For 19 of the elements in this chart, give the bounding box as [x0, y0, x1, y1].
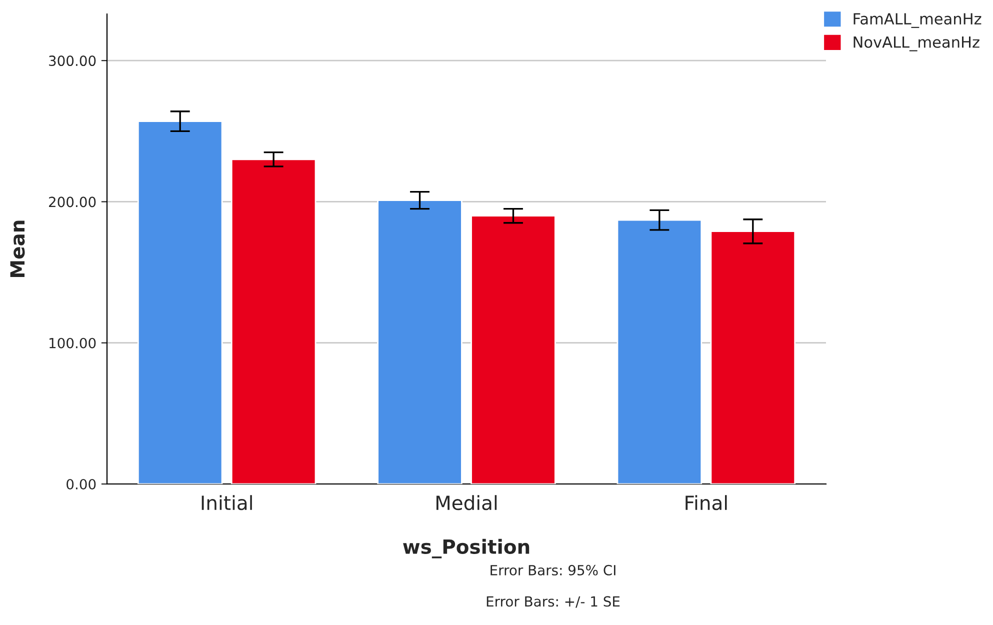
bar	[137, 120, 223, 484]
x-tick-label: Initial	[202, 495, 252, 510]
y-tick-label: 300.00	[49, 56, 96, 66]
text: Error Bars: 95% CI	[490, 564, 616, 576]
x-tick-label: Final	[686, 495, 727, 510]
x-tick-label: Medial	[436, 495, 497, 510]
bar	[230, 158, 316, 484]
bar	[377, 200, 462, 484]
y-tick-label: 200.00	[49, 196, 96, 208]
y-tick-label: 0.00	[66, 478, 96, 490]
bar	[470, 215, 556, 484]
x-axis-title: ws_Position	[403, 538, 530, 558]
legend-label: NovALL_meanHz	[854, 36, 980, 52]
bar	[616, 219, 702, 484]
text: Error Bars: +/- 1 SE	[486, 596, 620, 608]
y-axis-title: Mean	[10, 220, 25, 277]
bar	[710, 230, 796, 484]
y-tick-label: 100.00	[50, 338, 96, 348]
legend-label: FamALL_meanHz	[854, 13, 982, 28]
